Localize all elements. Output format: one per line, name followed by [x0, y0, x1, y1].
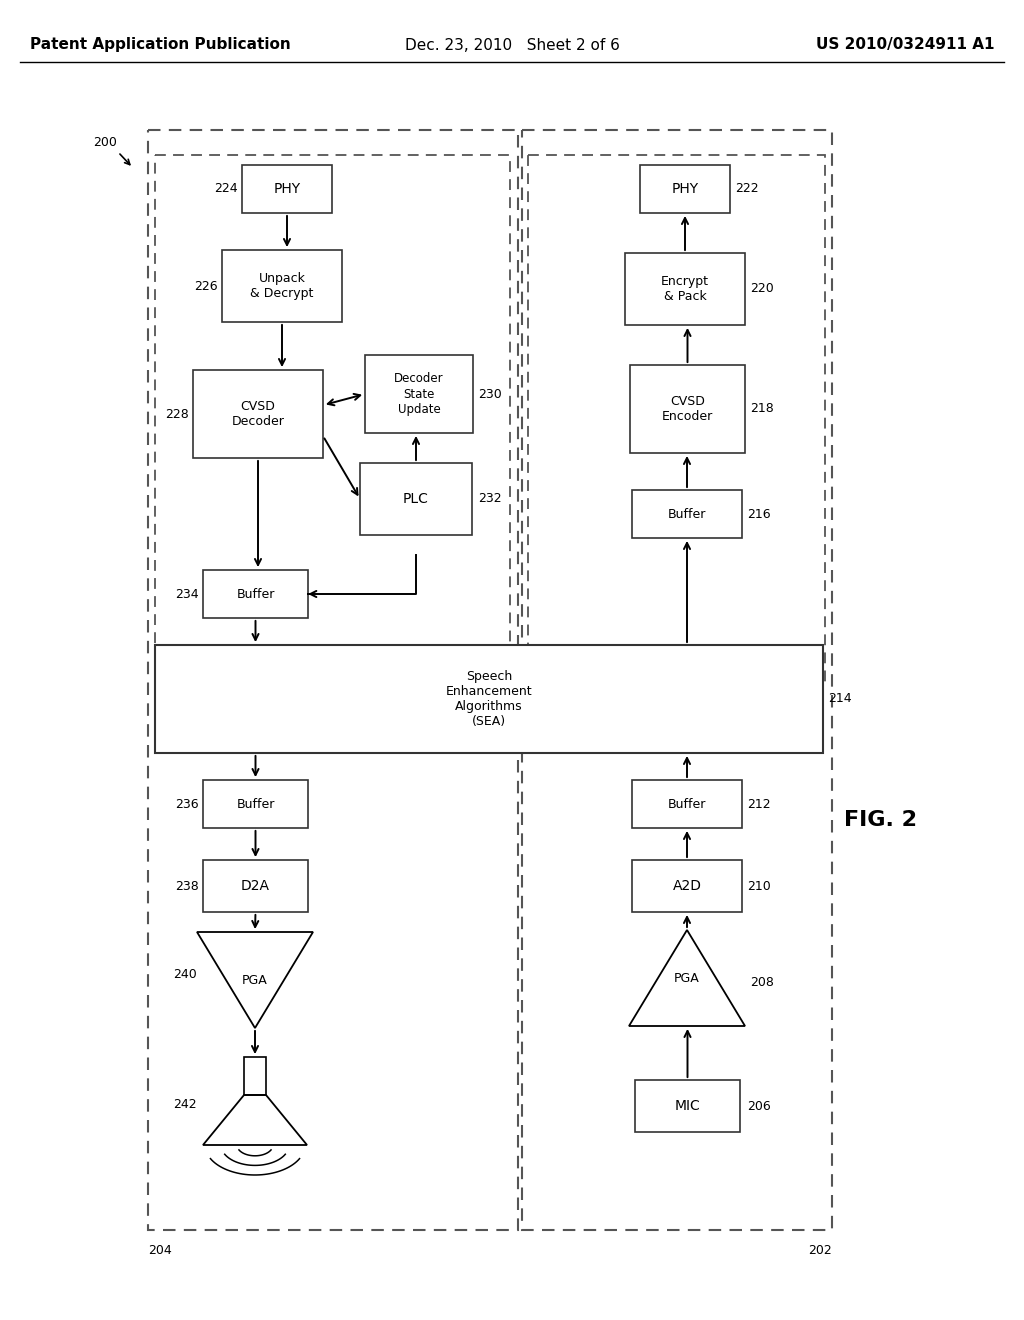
- FancyBboxPatch shape: [360, 463, 472, 535]
- FancyBboxPatch shape: [632, 861, 742, 912]
- Text: PGA: PGA: [674, 972, 699, 985]
- Text: 222: 222: [735, 182, 759, 195]
- Text: 206: 206: [746, 1100, 771, 1113]
- FancyBboxPatch shape: [222, 249, 342, 322]
- Text: Dec. 23, 2010   Sheet 2 of 6: Dec. 23, 2010 Sheet 2 of 6: [404, 37, 620, 53]
- Text: Unpack
& Decrypt: Unpack & Decrypt: [250, 272, 313, 300]
- Text: D2A: D2A: [241, 879, 270, 894]
- Text: US 2010/0324911 A1: US 2010/0324911 A1: [815, 37, 994, 53]
- FancyBboxPatch shape: [242, 165, 332, 213]
- FancyBboxPatch shape: [632, 780, 742, 828]
- FancyBboxPatch shape: [635, 1080, 740, 1133]
- Text: Buffer: Buffer: [668, 797, 707, 810]
- Text: 232: 232: [478, 492, 502, 506]
- Text: 240: 240: [173, 969, 197, 982]
- Text: Buffer: Buffer: [237, 797, 274, 810]
- Text: Patent Application Publication: Patent Application Publication: [30, 37, 291, 53]
- Text: 212: 212: [746, 797, 771, 810]
- FancyBboxPatch shape: [640, 165, 730, 213]
- Text: FIG. 2: FIG. 2: [844, 810, 916, 830]
- Text: 210: 210: [746, 879, 771, 892]
- FancyBboxPatch shape: [203, 780, 308, 828]
- Text: PGA: PGA: [242, 974, 268, 986]
- Text: 238: 238: [175, 879, 199, 892]
- Text: PHY: PHY: [672, 182, 698, 195]
- Text: 230: 230: [478, 388, 502, 400]
- Text: MIC: MIC: [675, 1100, 700, 1113]
- Text: 208: 208: [750, 977, 774, 990]
- Text: 224: 224: [214, 182, 238, 195]
- Text: Decoder
State
Update: Decoder State Update: [394, 372, 443, 416]
- Text: A2D: A2D: [673, 879, 701, 894]
- Text: 218: 218: [750, 403, 774, 416]
- FancyBboxPatch shape: [625, 253, 745, 325]
- Text: 214: 214: [828, 693, 852, 705]
- Text: CVSD
Encoder: CVSD Encoder: [662, 395, 713, 422]
- Text: Buffer: Buffer: [237, 587, 274, 601]
- Text: PLC: PLC: [403, 492, 429, 506]
- Text: Encrypt
& Pack: Encrypt & Pack: [662, 275, 709, 304]
- Text: Speech
Enhancement
Algorithms
(SEA): Speech Enhancement Algorithms (SEA): [445, 671, 532, 729]
- FancyBboxPatch shape: [630, 366, 745, 453]
- Text: 204: 204: [148, 1243, 172, 1257]
- Text: 202: 202: [808, 1243, 831, 1257]
- FancyBboxPatch shape: [203, 570, 308, 618]
- Text: 228: 228: [165, 408, 189, 421]
- Text: 236: 236: [175, 797, 199, 810]
- FancyBboxPatch shape: [155, 645, 823, 752]
- Text: 220: 220: [750, 282, 774, 296]
- Text: 200: 200: [93, 136, 117, 149]
- Text: Buffer: Buffer: [668, 507, 707, 520]
- Text: CVSD
Decoder: CVSD Decoder: [231, 400, 285, 428]
- FancyBboxPatch shape: [244, 1057, 266, 1096]
- Text: PHY: PHY: [273, 182, 301, 195]
- Text: 216: 216: [746, 507, 771, 520]
- Text: 242: 242: [173, 1098, 197, 1111]
- FancyBboxPatch shape: [632, 490, 742, 539]
- Text: 226: 226: [195, 280, 218, 293]
- FancyBboxPatch shape: [365, 355, 473, 433]
- Text: 234: 234: [175, 587, 199, 601]
- FancyBboxPatch shape: [193, 370, 323, 458]
- FancyBboxPatch shape: [203, 861, 308, 912]
